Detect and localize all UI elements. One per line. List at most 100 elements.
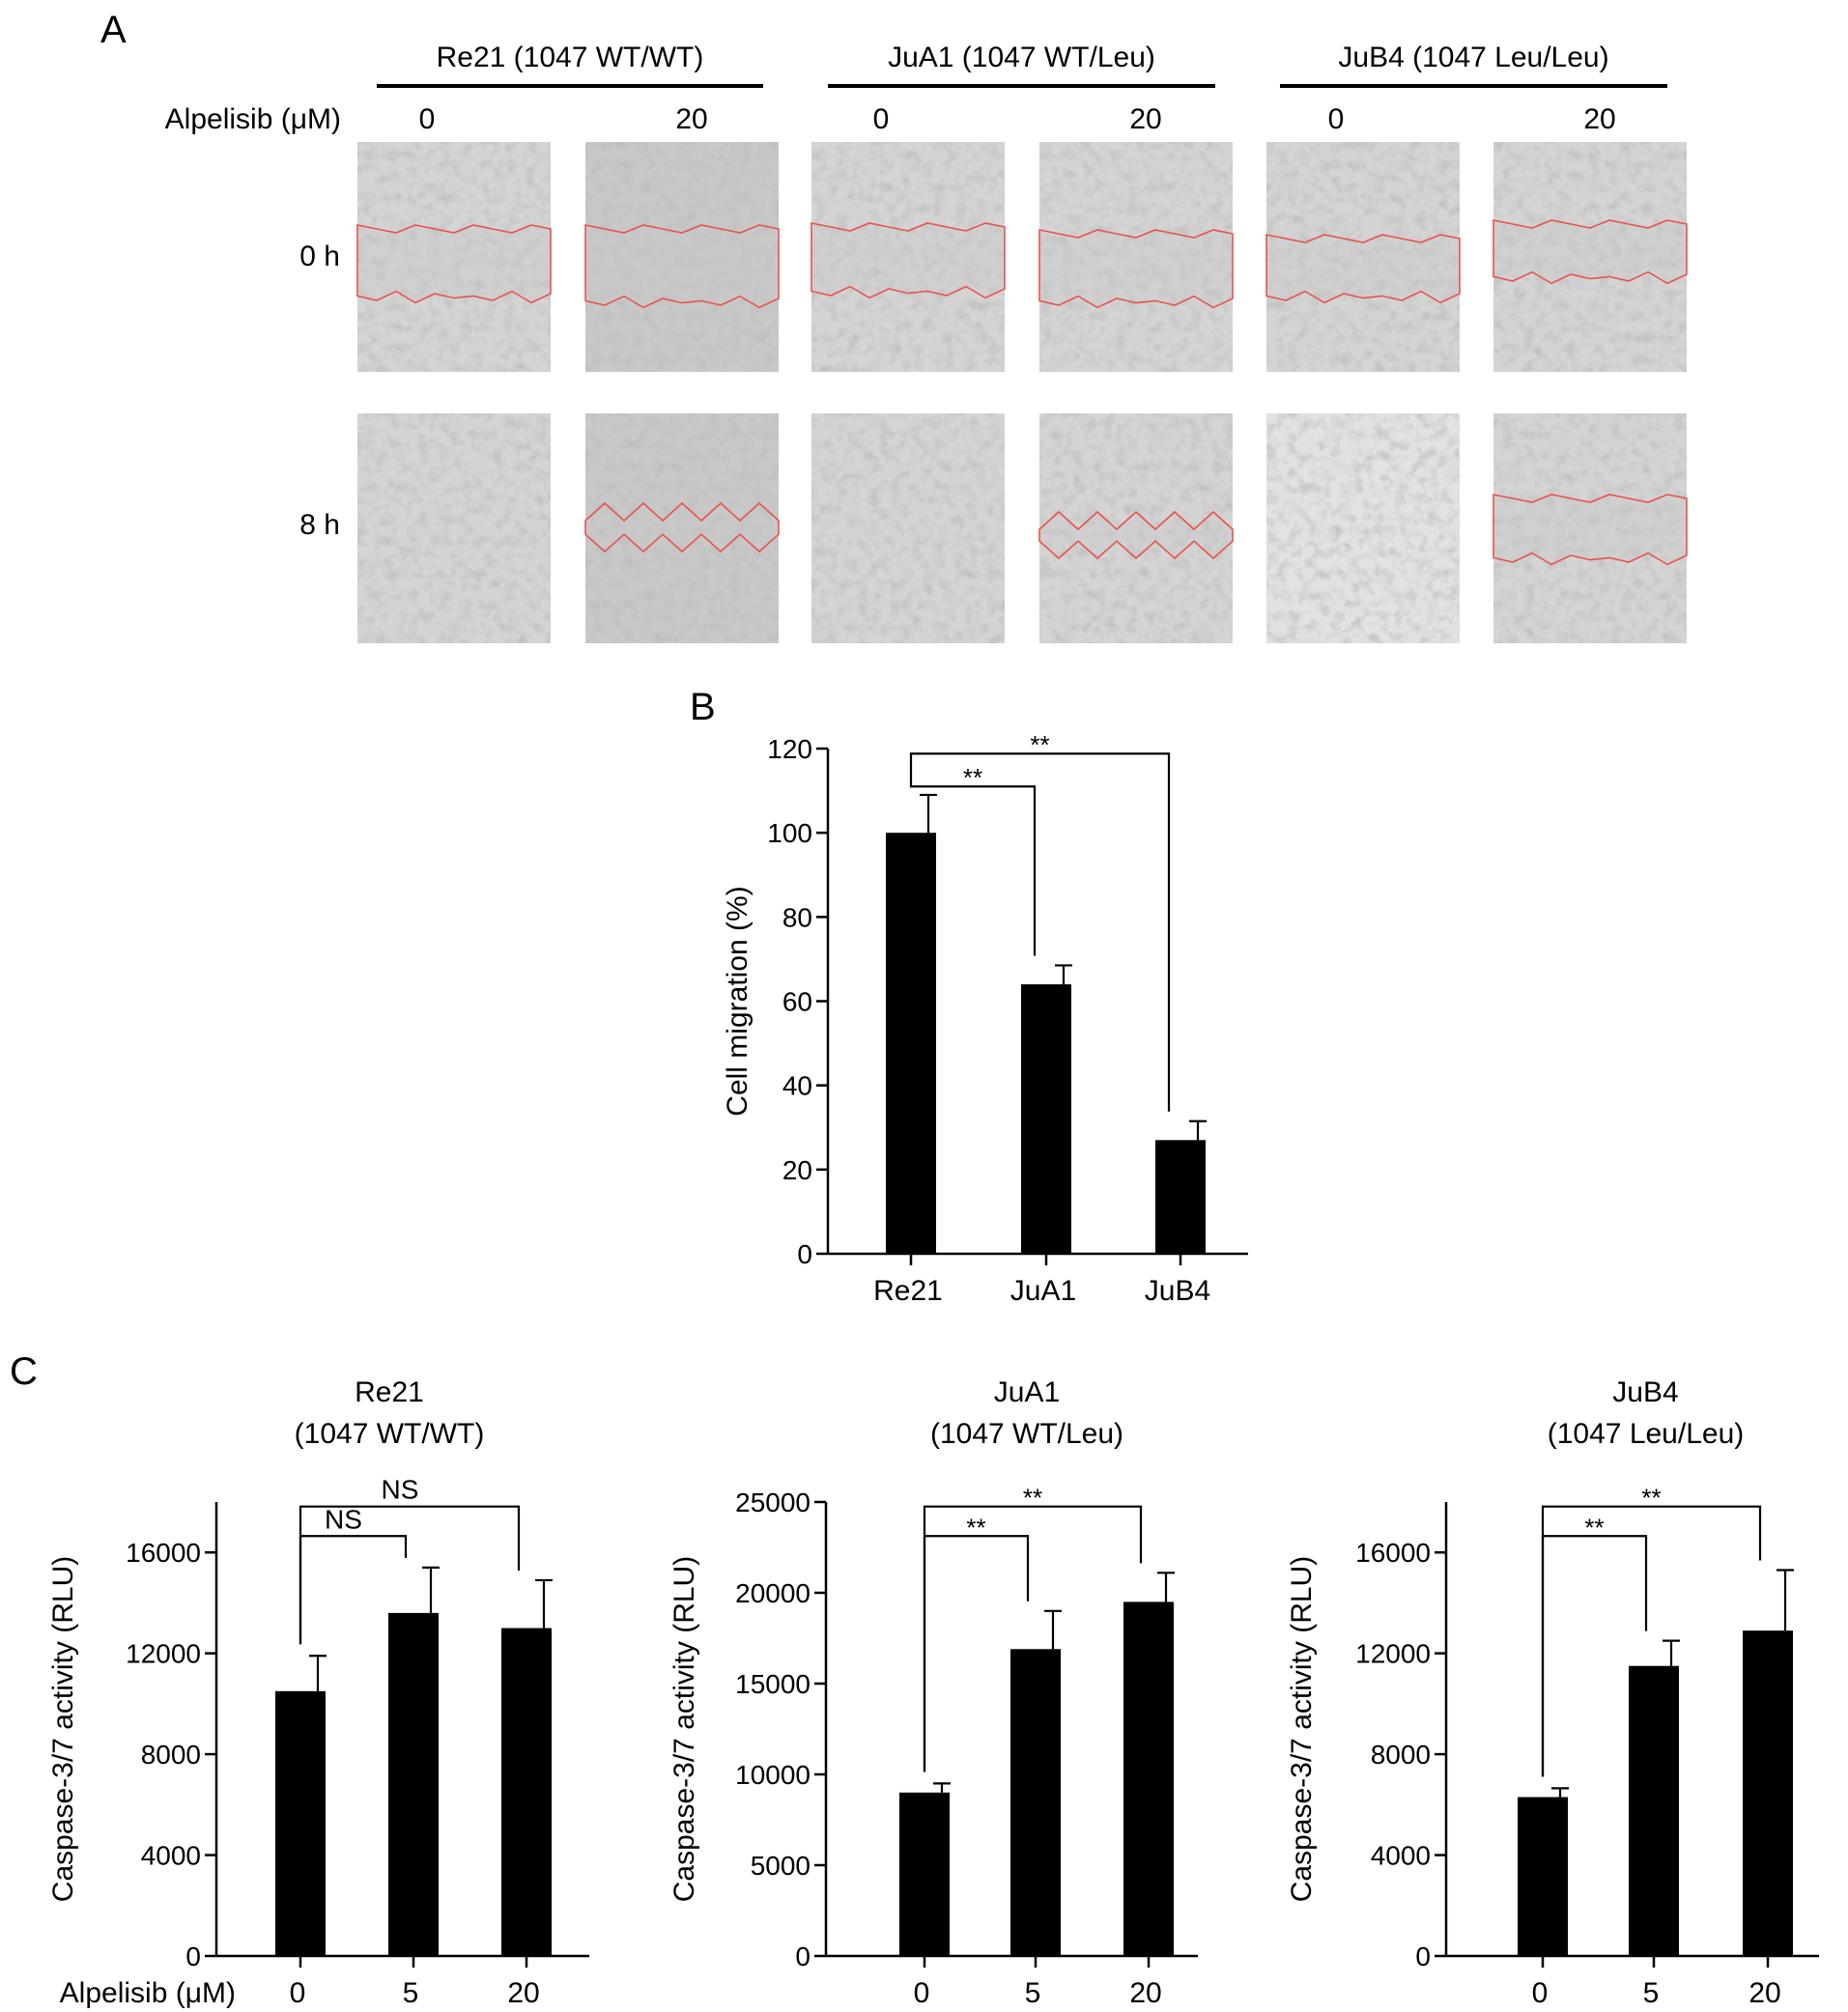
x-tick-label: 20 (1129, 1977, 1161, 2009)
bar-jua1 (1021, 984, 1071, 1254)
micrograph-tile (584, 142, 780, 372)
wound-outline (1038, 510, 1234, 560)
x-tick-label: 5 (403, 1977, 419, 2009)
wound-outline (356, 224, 552, 304)
y-tick-label: 4000 (141, 1841, 201, 1871)
chart-title-line: (1047 WT/WT) (295, 1418, 485, 1450)
y-tick-label: 20000 (735, 1578, 810, 1608)
micrograph-tile (1493, 413, 1688, 643)
y-tick-label: 80 (782, 902, 812, 932)
significance-bracket: ** (1541, 1484, 1762, 1777)
bar-0 (1518, 1797, 1568, 1956)
y-tick-label: 0 (185, 1941, 201, 1971)
significance-bracket: ** (909, 763, 1037, 956)
wound-outline (584, 224, 780, 309)
chart-title-line: JuB4 (1612, 1376, 1678, 1408)
dose-label: 0 (1328, 103, 1345, 135)
x-tick-label: 5 (1025, 1977, 1041, 2009)
x-axis-label: Alpelisib (μM) (60, 1977, 236, 2009)
micrograph-tile (357, 413, 551, 643)
y-tick-label: 16000 (126, 1538, 201, 1568)
wound-outline (1038, 229, 1234, 309)
chart-caspase-jua1: JuA1 (1047 WT/Leu) 0 5000 10000 15000 20000 250… (668, 1376, 1198, 2009)
micrograph-tile (1266, 413, 1460, 643)
x-tick-label: JuB4 (1145, 1275, 1210, 1307)
micrograph-image (1039, 413, 1233, 643)
significance-label: ** (1584, 1513, 1604, 1542)
bar-20 (501, 1628, 552, 1956)
panel-a: A Alpelisib (μM) Re21 (1047 WT/WT)0 20JuA… (100, 9, 1688, 643)
significance-label: ** (963, 763, 982, 792)
micrograph-image (585, 142, 779, 372)
micrograph-image (1493, 142, 1687, 372)
micrograph-tile (1038, 413, 1234, 643)
chart-caspase-re21: C Re21 (1047 WT/WT) 0 4000 8000 12000 16000 Casp… (10, 1350, 589, 2009)
wound-outline (1493, 494, 1688, 566)
micrograph-grid (356, 142, 1688, 643)
bracket-line (299, 1505, 521, 1645)
significance-label: NS (382, 1475, 419, 1505)
chart-cell-migration: B 0 20 40 60 80 100 120 Cell migration (%) Re21 Ju… (690, 686, 1248, 1307)
y-tick-label: 8000 (1371, 1740, 1431, 1770)
y-tick-label: 25000 (735, 1488, 810, 1517)
x-tick-label: 0 (290, 1977, 306, 2009)
y-axis-label: Caspase-3/7 activity (RLU) (668, 1556, 700, 1902)
bar-5 (1629, 1665, 1679, 1956)
time-label-8h: 8 h (299, 509, 340, 541)
micrograph-tile (1265, 142, 1461, 372)
y-tick-label: 12000 (126, 1639, 201, 1669)
chart-caspase-jub4: JuB4 (1047 Leu/Leu) 0 4000 8000 12000 16000 Cas… (1286, 1376, 1819, 2009)
micrograph-image (585, 413, 779, 643)
bar-5 (388, 1612, 439, 1956)
bar-re21 (886, 833, 936, 1254)
bar-20 (1123, 1601, 1174, 1956)
micrograph-image (357, 142, 551, 372)
dose-label: 20 (675, 103, 707, 135)
y-tick-label: 60 (782, 987, 812, 1017)
significance-bracket: ** (923, 1484, 1143, 1772)
significance-label: ** (1641, 1484, 1661, 1513)
y-tick-label: 4000 (1371, 1841, 1431, 1871)
chart-title-line: (1047 WT/Leu) (930, 1418, 1123, 1450)
x-tick-label: 0 (914, 1977, 930, 2009)
micrograph-image (811, 142, 1005, 372)
y-tick-label: 100 (767, 818, 812, 848)
micrograph-image (1266, 413, 1460, 643)
significance-bracket: NS (299, 1475, 521, 1645)
micrograph-tile (356, 142, 552, 372)
panel-label: C (10, 1350, 38, 1393)
dose-label: 20 (1583, 103, 1615, 135)
wound-outline (810, 222, 1006, 299)
wound-outline (1493, 219, 1688, 285)
micrograph-image (357, 413, 551, 643)
y-tick-label: 8000 (141, 1740, 201, 1770)
group-title: JuA1 (1047 WT/Leu) (888, 42, 1155, 73)
y-tick-label: 15000 (735, 1669, 810, 1699)
group-title: Re21 (1047 WT/WT) (437, 42, 704, 73)
x-tick-label: Re21 (873, 1275, 943, 1307)
y-axis-label: Cell migration (%) (722, 886, 753, 1116)
y-tick-label: 10000 (735, 1760, 810, 1790)
time-label-0h: 0 h (299, 241, 340, 272)
bracket-line (909, 782, 1037, 956)
micrograph-tile (1493, 142, 1688, 372)
micrograph-image (811, 413, 1005, 643)
group-title: JuB4 (1047 Leu/Leu) (1338, 42, 1608, 73)
chart-title-line: JuA1 (994, 1376, 1060, 1408)
y-tick-label: 120 (767, 734, 812, 764)
dose-label: 0 (419, 103, 436, 135)
wound-outline (1265, 234, 1461, 304)
bracket-line (909, 752, 1171, 1112)
y-axis-label: Caspase-3/7 activity (RLU) (47, 1556, 79, 1902)
y-tick-label: 40 (782, 1071, 812, 1101)
y-tick-label: 5000 (751, 1851, 810, 1881)
x-tick-label: 5 (1643, 1977, 1660, 2009)
chart-title-line: (1047 Leu/Leu) (1548, 1418, 1745, 1450)
significance-bracket: ** (909, 730, 1171, 1112)
bar-jub4 (1155, 1140, 1206, 1254)
y-axis-label: Caspase-3/7 activity (RLU) (1286, 1556, 1318, 1902)
x-tick-label: 20 (507, 1977, 539, 2009)
y-tick-label: 0 (1415, 1941, 1431, 1971)
significance-label: ** (1030, 730, 1049, 759)
